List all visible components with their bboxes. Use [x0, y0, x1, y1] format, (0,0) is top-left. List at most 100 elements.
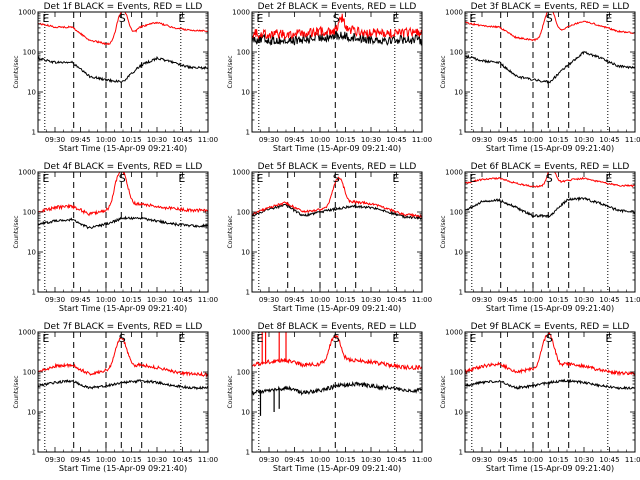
- x-tick-label: 09:45: [497, 456, 517, 464]
- marker-label-e: E: [469, 332, 476, 345]
- x-tick-label: 10:00: [523, 136, 543, 144]
- marker-label-s: S: [119, 172, 126, 185]
- marker-label-e: E: [178, 172, 185, 185]
- x-tick-label: 10:00: [310, 456, 330, 464]
- marker-label-e: E: [469, 12, 476, 25]
- y-tick-label: 100: [23, 49, 36, 57]
- x-tick-label: 09:45: [497, 136, 517, 144]
- series-events: [38, 56, 208, 84]
- x-tick-label: 09:30: [259, 456, 279, 464]
- y-tick-label: 1: [459, 129, 463, 137]
- x-tick-label: 09:45: [70, 136, 90, 144]
- marker-label-e: E: [256, 12, 263, 25]
- y-axis-label: Counts/sec: [440, 215, 447, 248]
- panel-title: Det 1f BLACK = Events, RED = LLD: [44, 2, 203, 12]
- panel-title: Det 2f BLACK = Events, RED = LLD: [258, 2, 417, 12]
- y-tick-label: 10: [241, 89, 250, 97]
- x-tick-label: 10:15: [335, 456, 355, 464]
- x-tick-label: 10:30: [361, 456, 381, 464]
- marker-label-e: E: [256, 172, 263, 185]
- x-tick-label: 09:45: [284, 456, 304, 464]
- series-lld: [465, 332, 635, 377]
- marker-label-s: S: [119, 332, 126, 345]
- plot-frame: [464, 331, 636, 453]
- plot-area: [465, 172, 635, 292]
- y-tick-label: 100: [450, 49, 463, 57]
- panel-2: Det 2f BLACK = Events, RED = LLD 1 10 100 10…: [227, 2, 432, 153]
- y-tick-label: 1: [459, 289, 463, 297]
- x-tick-label: 10:15: [121, 136, 141, 144]
- x-axis-label: Start Time (15-Apr-09 09:21:40): [273, 144, 401, 153]
- y-tick-label: 1: [32, 449, 36, 457]
- x-axis-label: Start Time (15-Apr-09 09:21:40): [273, 304, 401, 313]
- series-events: [465, 50, 635, 84]
- panel-title: Det 3f BLACK = Events, RED = LLD: [471, 2, 630, 12]
- series-events: [252, 380, 422, 396]
- marker-label-s: S: [546, 332, 553, 345]
- marker-label-s: S: [333, 332, 340, 345]
- y-tick-label: 10: [454, 249, 463, 257]
- y-tick-label: 100: [23, 369, 36, 377]
- plot-frame: [251, 171, 423, 293]
- x-tick-label: 11:00: [198, 296, 218, 304]
- y-tick-label: 1: [246, 289, 250, 297]
- plot-area: [38, 172, 208, 292]
- x-tick-label: 09:30: [259, 136, 279, 144]
- x-axis-label: Start Time (15-Apr-09 09:21:40): [59, 464, 187, 473]
- x-tick-label: 10:30: [147, 456, 167, 464]
- x-tick-label: 10:00: [310, 136, 330, 144]
- marker-label-e: E: [256, 332, 263, 345]
- panel-1: Det 1f BLACK = Events, RED = LLD 1 10 100 10…: [13, 2, 218, 153]
- x-tick-label: 09:45: [70, 296, 90, 304]
- y-tick-label: 1000: [445, 169, 463, 177]
- x-tick-label: 10:00: [96, 456, 116, 464]
- x-tick-label: 10:30: [147, 136, 167, 144]
- panel-title: Det 4f BLACK = Events, RED = LLD: [44, 162, 203, 172]
- x-tick-label: 09:45: [284, 296, 304, 304]
- panel-6: Det 6f BLACK = Events, RED = LLD 1 10 100 10…: [440, 162, 640, 313]
- x-tick-label: 09:30: [45, 136, 65, 144]
- x-tick-label: 10:15: [548, 136, 568, 144]
- x-tick-label: 11:00: [625, 136, 640, 144]
- x-tick-label: 09:45: [497, 296, 517, 304]
- x-tick-label: 10:45: [599, 136, 619, 144]
- x-tick-label: 10:15: [335, 136, 355, 144]
- y-tick-label: 1: [32, 289, 36, 297]
- y-tick-label: 10: [454, 409, 463, 417]
- x-tick-label: 10:00: [96, 296, 116, 304]
- x-tick-label: 09:30: [472, 456, 492, 464]
- plot-area: [38, 12, 208, 132]
- y-axis-label: Counts/sec: [227, 55, 234, 88]
- y-tick-label: 1: [459, 449, 463, 457]
- x-tick-label: 11:00: [412, 136, 432, 144]
- y-tick-label: 100: [237, 49, 250, 57]
- x-tick-label: 09:30: [45, 456, 65, 464]
- y-tick-label: 1000: [18, 9, 36, 17]
- plot-frame: [37, 11, 209, 133]
- y-axis-label: Counts/sec: [227, 215, 234, 248]
- marker-label-e: E: [605, 332, 612, 345]
- marker-label-e: E: [392, 12, 399, 25]
- x-tick-label: 10:45: [599, 296, 619, 304]
- series-lld: [38, 12, 208, 46]
- panel-title: Det 5f BLACK = Events, RED = LLD: [258, 162, 417, 172]
- y-tick-label: 1: [32, 129, 36, 137]
- panel-title: Det 9f BLACK = Events, RED = LLD: [471, 322, 630, 332]
- panel-title: Det 7f BLACK = Events, RED = LLD: [44, 322, 203, 332]
- x-axis-label: Start Time (15-Apr-09 09:21:40): [486, 304, 614, 313]
- plot-frame: [37, 331, 209, 453]
- x-tick-label: 10:45: [172, 136, 192, 144]
- x-tick-label: 11:00: [412, 296, 432, 304]
- y-tick-label: 10: [241, 409, 250, 417]
- series-events: [252, 30, 422, 46]
- marker-label-e: E: [392, 332, 399, 345]
- marker-label-e: E: [178, 332, 185, 345]
- x-tick-label: 10:30: [574, 296, 594, 304]
- x-tick-label: 10:45: [172, 296, 192, 304]
- marker-label-e: E: [42, 172, 49, 185]
- x-axis-label: Start Time (15-Apr-09 09:21:40): [486, 464, 614, 473]
- x-tick-label: 11:00: [198, 456, 218, 464]
- plot-frame: [464, 11, 636, 133]
- x-tick-label: 10:00: [96, 136, 116, 144]
